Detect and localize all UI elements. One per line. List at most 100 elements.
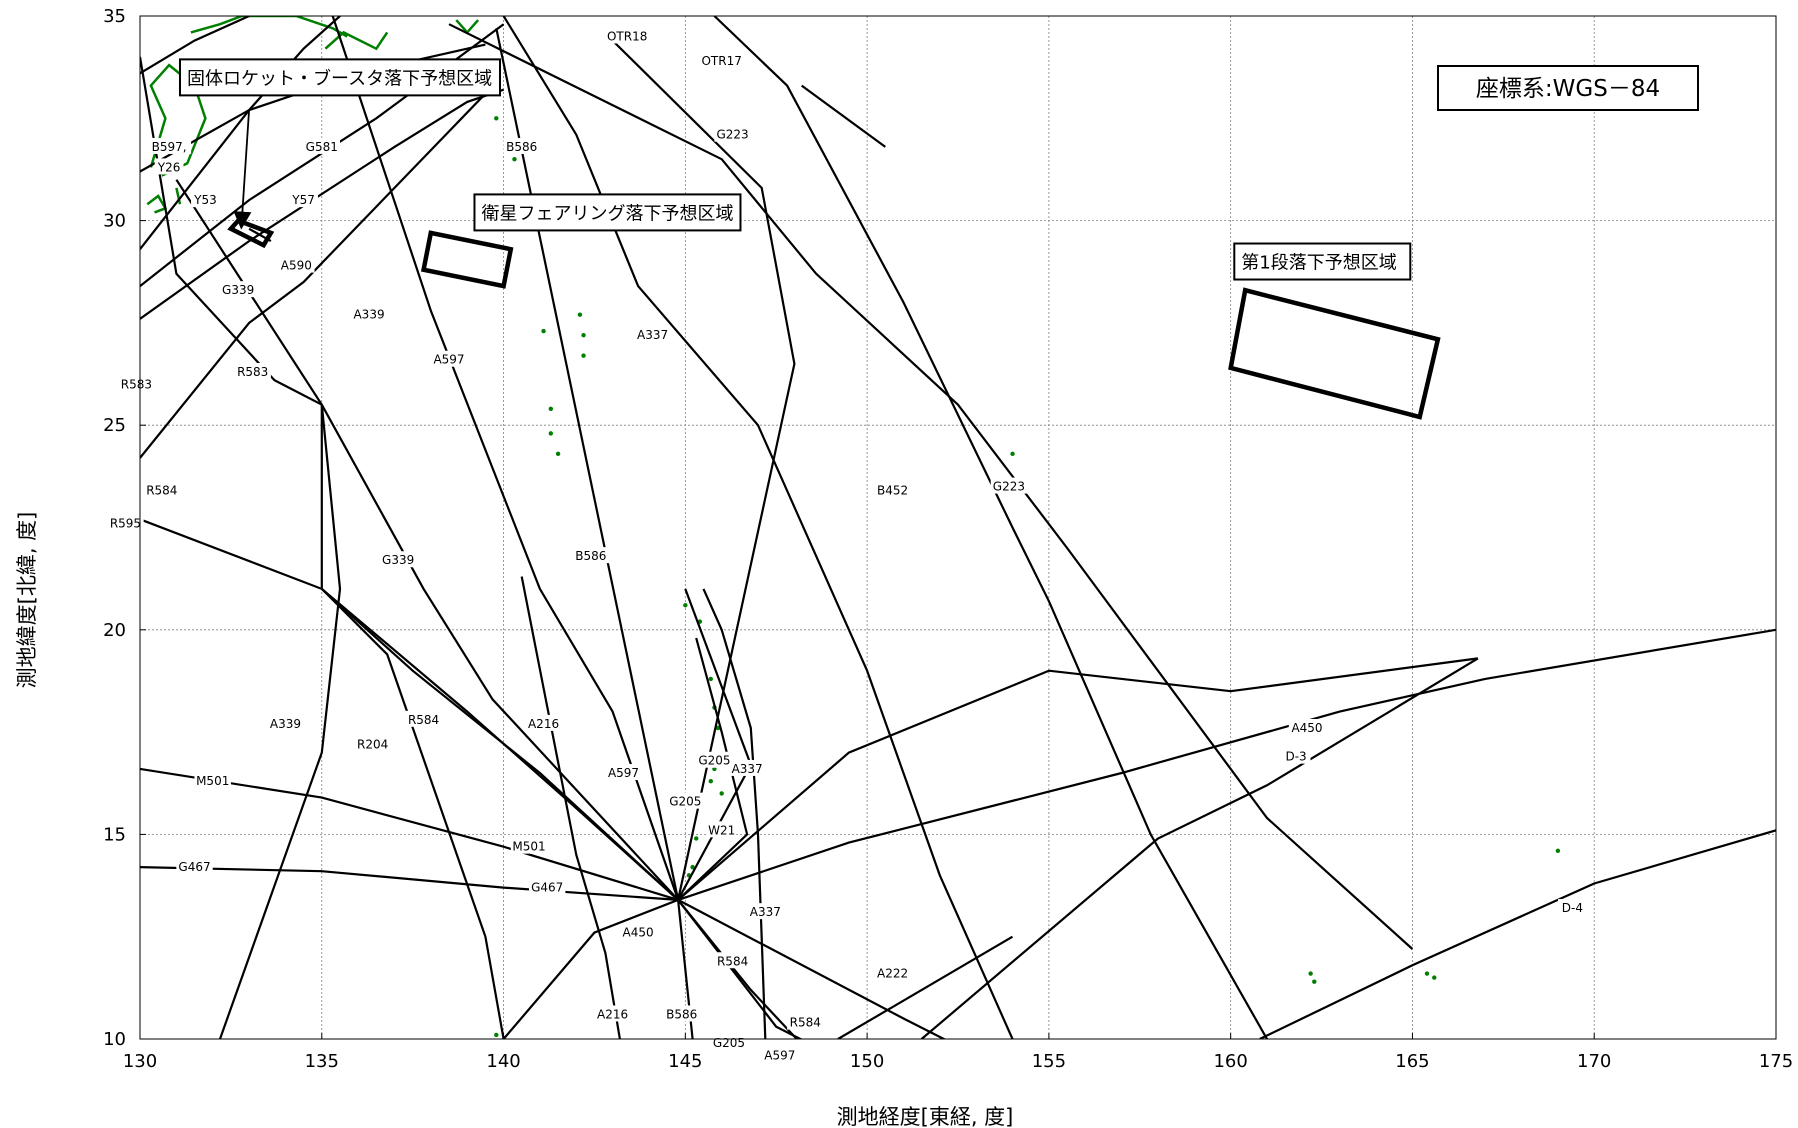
route-label-bg	[707, 821, 737, 838]
route-label: B586	[663, 1005, 700, 1022]
route-label: A450	[619, 923, 657, 940]
drop-zone-label: 衛星フェアリング落下予想区域	[481, 203, 733, 224]
drop-zone-arrow	[233, 110, 252, 230]
route-label-text: Y57	[291, 193, 315, 207]
route-label: A597	[605, 764, 642, 781]
route-line	[140, 866, 679, 901]
drop-zone: 第1段落下予想区域	[1228, 242, 1441, 420]
island	[581, 353, 586, 358]
route-label: B452	[874, 481, 911, 498]
route-label: A339	[350, 305, 388, 322]
route-label: R583	[118, 375, 155, 392]
route-label-text: R584	[408, 713, 439, 727]
route-label-bg	[379, 551, 417, 568]
route-label: R584	[787, 1013, 824, 1030]
coastline	[146, 194, 168, 214]
route-label-text: B586	[666, 1007, 697, 1021]
island	[548, 431, 554, 436]
route-label-bg	[728, 759, 766, 776]
route-line	[837, 935, 1014, 1039]
route-label: A597	[430, 350, 468, 367]
route-label-text: B452	[877, 484, 908, 498]
island	[555, 451, 561, 457]
route-label: A216	[594, 1005, 631, 1022]
route-line	[713, 16, 1268, 1039]
route-label-text: OTR17	[701, 54, 741, 68]
x-tick-label: 155	[1032, 1051, 1066, 1072]
route-line	[1259, 829, 1776, 1039]
route-label-text: D-4	[1562, 901, 1583, 915]
route-label-bg	[663, 1005, 700, 1022]
route-label-bg	[714, 952, 751, 969]
route-label: B597,	[147, 137, 192, 154]
route-label: OTR17	[699, 52, 744, 69]
island	[494, 116, 499, 121]
route-label-bg	[278, 256, 315, 273]
route-line	[801, 84, 886, 148]
route-label-bg	[747, 903, 784, 920]
route-label-text: W21	[708, 823, 735, 837]
route-label-bg	[118, 375, 155, 392]
route-label-text: A450	[623, 926, 654, 940]
route-label-text: A590	[281, 259, 312, 273]
coastline	[324, 30, 389, 51]
route-line	[320, 404, 679, 901]
route-line	[677, 637, 749, 901]
route-label-text: M501	[512, 840, 545, 854]
air-routes	[140, 16, 1776, 1039]
route-label-bg	[154, 158, 184, 175]
route-line	[677, 628, 1776, 901]
route-label-bg	[528, 878, 566, 895]
route-line	[677, 899, 803, 1039]
route-label-bg	[430, 350, 468, 367]
route-label-bg	[303, 137, 340, 154]
route-label-bg	[667, 792, 704, 809]
island	[690, 864, 695, 870]
route-line	[702, 588, 767, 1039]
island	[719, 791, 724, 796]
route-label: G205	[710, 1034, 748, 1051]
route-labels: OTR18 OTR17 G223 B586 B597, Y26 G581 Y53 Y57 A590…	[107, 27, 1587, 1063]
route-line	[502, 16, 1014, 1039]
route-label-bg	[787, 1013, 824, 1030]
island	[715, 725, 721, 731]
y-tick-label: 15	[103, 824, 126, 845]
route-label: Y57	[289, 191, 318, 208]
island	[708, 779, 713, 784]
island	[577, 312, 583, 317]
route-label-bg	[874, 481, 911, 498]
route-label-text: G205	[698, 754, 730, 768]
route-label-bg	[289, 191, 318, 208]
route-label: G467	[528, 878, 566, 895]
route-label-bg	[510, 837, 548, 854]
coastline	[175, 187, 182, 205]
island	[1312, 979, 1317, 984]
route-label-bg	[176, 858, 213, 875]
route-line	[140, 92, 487, 459]
route-label-text: A597	[764, 1048, 795, 1062]
route-label: G339	[379, 551, 417, 568]
x-tick-label: 140	[486, 1051, 520, 1072]
route-line	[920, 657, 1479, 1039]
route-label-text: A337	[750, 905, 781, 919]
route-label: A590	[278, 256, 315, 273]
drop-zone-label-box	[473, 193, 742, 232]
route-label: A337	[728, 759, 766, 776]
route-label: OTR18	[605, 27, 650, 44]
route-label: B586	[572, 547, 610, 564]
route-label: A337	[747, 903, 784, 920]
route-label-bg	[194, 772, 231, 789]
route-label: G205	[696, 751, 733, 768]
y-tick-label: 25	[103, 415, 126, 436]
route-label: R584	[405, 710, 442, 727]
route-label: M501	[194, 772, 231, 789]
route-label-text: A337	[637, 328, 668, 342]
route-label-bg	[267, 714, 304, 731]
route-label-bg	[234, 363, 271, 380]
route-line	[611, 39, 796, 901]
route-label-text: G467	[178, 860, 210, 874]
route-label-text: Y53	[193, 193, 217, 207]
route-label-text: A339	[353, 308, 384, 322]
island	[1010, 451, 1015, 457]
route-label: Y53	[191, 191, 220, 208]
